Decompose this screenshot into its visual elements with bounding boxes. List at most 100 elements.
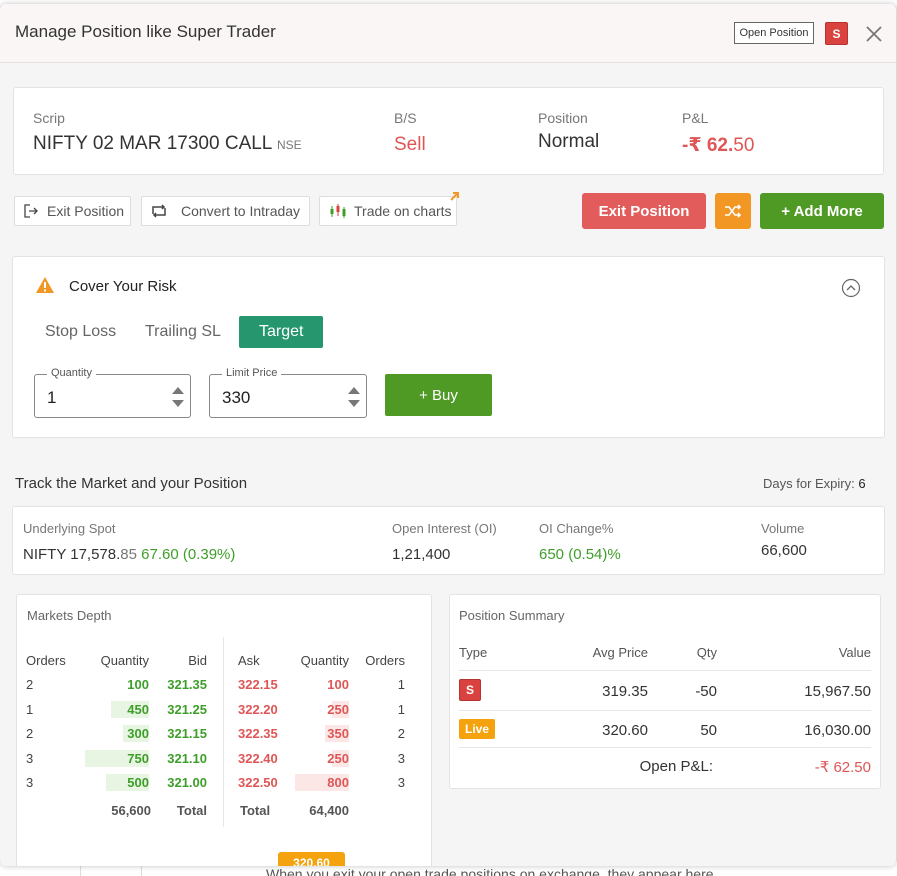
ps-header-avg: Avg Price [592,645,648,660]
ps-header-value: Value [838,645,871,660]
bid-depth-bar [85,749,149,767]
add-more-button[interactable]: + Add More [760,193,884,229]
buy-button[interactable]: + Buy [385,374,492,416]
ps-divider-3 [459,747,871,748]
depth-price-tab-text: 320.60 [293,856,330,866]
depth-header-ask: Ask [238,653,260,668]
manage-position-modal: Manage Position like Super Trader Open P… [0,4,896,866]
bid-price: 321.25 [167,701,207,717]
tab-target[interactable]: Target [239,316,324,348]
expiry-label: Days for Expiry: [763,476,855,491]
collapse-icon[interactable] [841,278,861,298]
bid-total-label: Total [176,803,207,818]
background-info-text: When you exit your open trade positions … [266,866,714,876]
trade-on-charts-chip[interactable]: Trade on charts [319,196,457,226]
sell-badge: S [825,22,848,45]
ask-quantity: 800 [327,775,349,790]
bid-total-quantity: 56,600 [111,803,151,818]
bs-value: Sell [394,134,426,155]
modal-header: Manage Position like Super Trader Open P… [0,4,896,63]
ps-divider-2 [459,710,871,711]
ask-orders: 3 [397,750,405,766]
limit-price-field[interactable]: Limit Price 330 [209,367,367,418]
depth-header-ask-orders: Orders [365,653,405,668]
ask-price: 322.35 [238,726,278,741]
bid-depth-bar [111,700,149,718]
ask-depth-bar [332,700,349,718]
volume-value: 66,600 [761,542,807,559]
position-value: Normal [538,131,600,152]
ask-total-label: Total [240,803,271,818]
scrip-name-text: NIFTY 02 MAR 17300 CALL [33,133,272,154]
ps-qty-2: 50 [700,722,717,739]
pnl-label: P&L [682,110,709,126]
close-icon[interactable] [864,24,884,44]
ps-avg-price-2: 320.60 [602,722,648,739]
underlying-price-dec: 85 [120,546,137,563]
depth-header-ask-qty: Quantity [300,653,349,668]
bid-orders: 2 [26,677,34,692]
bid-orders: 1 [26,701,34,717]
quantity-value: 1 [47,388,57,407]
position-summary-card: Position Summary Type Avg Price Qty Valu… [449,594,881,789]
ask-quantity: 350 [327,726,349,741]
ask-quantity: 250 [327,750,349,766]
ask-depth-bar [325,725,349,742]
convert-to-intraday-chip[interactable]: Convert to Intraday [141,196,310,226]
depth-header-bid-orders: Orders [26,653,66,668]
market-depth-card: Markets Depth Orders Quantity Bid Ask Quanti… [16,594,432,866]
track-title: Track the Market and your Position [15,475,248,492]
ps-value-1: 15,967.50 [804,683,871,700]
quantity-field[interactable]: Quantity 1 [34,367,191,418]
bid-orders: 3 [26,750,34,766]
limit-price-value: 330 [222,388,251,407]
position-summary-title: Position Summary [459,608,565,623]
quantity-stepper-icon[interactable] [171,384,185,410]
charts-chip-label: Trade on charts [354,203,452,219]
modal-title: Manage Position like Super Trader [15,22,276,41]
ps-header-type: Type [459,645,488,660]
depth-price-tab: 320.60 [278,852,345,866]
open-pnl-label: Open P&L: [639,758,713,775]
pnl-decimal: 50 [733,135,755,156]
bid-quantity: 750 [127,750,149,766]
exit-position-chip[interactable]: Exit Position [14,196,131,226]
ask-price: 322.40 [238,750,278,766]
ps-avg-price-1: 319.35 [602,683,648,700]
oi-change-value: 650 (0.54)% [539,546,621,563]
limit-price-stepper-icon[interactable] [347,384,361,410]
tab-stop-loss[interactable]: Stop Loss [45,323,117,340]
days-for-expiry: Days for Expiry: 6 [763,476,866,491]
ask-price: 322.20 [238,701,278,717]
bid-quantity: 100 [127,677,149,692]
ask-orders: 2 [397,726,405,741]
ask-quantity: 100 [327,677,349,692]
convert-icon [152,204,166,218]
candlestick-chart-icon [330,204,346,218]
underlying-value: NIFTY 17,578.85 67.60 (0.39%) [23,546,235,563]
bs-label: B/S [394,110,417,126]
reverse-position-button[interactable] [715,193,751,229]
quantity-label: Quantity [47,367,96,379]
underlying-label: Underlying Spot [23,521,116,536]
ps-divider-1 [459,670,871,671]
depth-header-bid: Bid [188,653,207,668]
limit-price-label: Limit Price [222,367,282,379]
market-depth-title: Markets Depth [27,608,112,623]
exit-position-button[interactable]: Exit Position [582,193,706,229]
bid-depth-bar [106,774,149,791]
tab-trailing-sl[interactable]: Trailing SL [145,323,221,340]
warning-icon [36,277,54,293]
bid-price: 321.35 [167,677,207,692]
underlying-price-main: 17,578. [70,546,121,563]
pnl-main: -₹ 62. [682,135,734,156]
convert-chip-label: Convert to Intraday [181,203,301,219]
position-label: Position [538,110,588,126]
scrip-card: Scrip NIFTY 02 MAR 17300 CALL NSE B/S Se… [13,87,884,175]
ask-total-quantity: 64,400 [309,803,349,818]
exit-icon [24,204,38,218]
bid-orders: 3 [26,775,34,790]
background-box [80,862,142,876]
open-position-button[interactable]: Open Position [734,22,814,44]
shuffle-icon [725,204,742,218]
